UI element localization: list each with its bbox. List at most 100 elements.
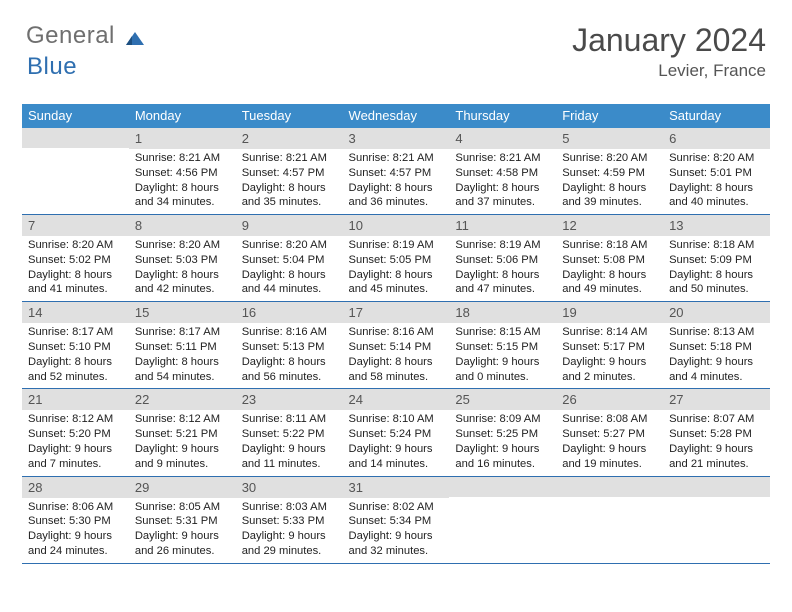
day-number: 22 xyxy=(129,389,236,410)
day-number: 30 xyxy=(236,477,343,498)
day-details: Sunrise: 8:18 AMSunset: 5:09 PMDaylight:… xyxy=(663,236,770,297)
calendar-cell: 30Sunrise: 8:03 AMSunset: 5:33 PMDayligh… xyxy=(236,476,343,563)
daylight-line: Daylight: 9 hours and 29 minutes. xyxy=(242,529,337,559)
daylight-line: Daylight: 8 hours and 54 minutes. xyxy=(135,355,230,385)
day-number xyxy=(556,477,663,497)
day-number: 31 xyxy=(343,477,450,498)
sunrise-line: Sunrise: 8:20 AM xyxy=(669,151,764,166)
day-number: 23 xyxy=(236,389,343,410)
day-details: Sunrise: 8:19 AMSunset: 5:05 PMDaylight:… xyxy=(343,236,450,297)
daylight-line: Daylight: 8 hours and 56 minutes. xyxy=(242,355,337,385)
sunset-line: Sunset: 5:24 PM xyxy=(349,427,444,442)
calendar-cell: 1 Sunrise: 8:21 AMSunset: 4:56 PMDaylight… xyxy=(129,128,236,215)
day-header: Wednesday xyxy=(343,104,450,128)
sunset-line: Sunset: 4:56 PM xyxy=(135,166,230,181)
sunset-line: Sunset: 5:31 PM xyxy=(135,514,230,529)
daylight-line: Daylight: 9 hours and 16 minutes. xyxy=(455,442,550,472)
day-details: Sunrise: 8:21 AMSunset: 4:57 PMDaylight:… xyxy=(236,149,343,210)
sunset-line: Sunset: 5:13 PM xyxy=(242,340,337,355)
calendar-cell: 25Sunrise: 8:09 AMSunset: 5:25 PMDayligh… xyxy=(449,389,556,476)
calendar-cell: 31Sunrise: 8:02 AMSunset: 5:34 PMDayligh… xyxy=(343,476,450,563)
sunset-line: Sunset: 5:18 PM xyxy=(669,340,764,355)
day-number: 10 xyxy=(343,215,450,236)
sunrise-line: Sunrise: 8:14 AM xyxy=(562,325,657,340)
day-number: 5 xyxy=(556,128,663,149)
sunset-line: Sunset: 5:08 PM xyxy=(562,253,657,268)
day-header: Sunday xyxy=(22,104,129,128)
sunrise-line: Sunrise: 8:19 AM xyxy=(455,238,550,253)
day-header: Saturday xyxy=(663,104,770,128)
sunrise-line: Sunrise: 8:20 AM xyxy=(135,238,230,253)
daylight-line: Daylight: 8 hours and 49 minutes. xyxy=(562,268,657,298)
day-details: Sunrise: 8:14 AMSunset: 5:17 PMDaylight:… xyxy=(556,323,663,384)
calendar-grid: SundayMondayTuesdayWednesdayThursdayFrid… xyxy=(22,104,770,564)
sunset-line: Sunset: 5:30 PM xyxy=(28,514,123,529)
day-details: Sunrise: 8:21 AMSunset: 4:57 PMDaylight:… xyxy=(343,149,450,210)
calendar-table: SundayMondayTuesdayWednesdayThursdayFrid… xyxy=(22,104,770,564)
daylight-line: Daylight: 9 hours and 21 minutes. xyxy=(669,442,764,472)
daylight-line: Daylight: 8 hours and 34 minutes. xyxy=(135,181,230,211)
sunset-line: Sunset: 5:34 PM xyxy=(349,514,444,529)
calendar-cell: 5Sunrise: 8:20 AMSunset: 4:59 PMDaylight… xyxy=(556,128,663,215)
sunrise-line: Sunrise: 8:18 AM xyxy=(669,238,764,253)
brand-mark-icon xyxy=(125,25,145,53)
daylight-line: Daylight: 8 hours and 39 minutes. xyxy=(562,181,657,211)
week-row: 28Sunrise: 8:06 AMSunset: 5:30 PMDayligh… xyxy=(22,476,770,563)
sunrise-line: Sunrise: 8:06 AM xyxy=(28,500,123,515)
sunset-line: Sunset: 5:03 PM xyxy=(135,253,230,268)
day-header: Monday xyxy=(129,104,236,128)
day-details: Sunrise: 8:06 AMSunset: 5:30 PMDaylight:… xyxy=(22,498,129,559)
day-number: 20 xyxy=(663,302,770,323)
calendar-cell: 27Sunrise: 8:07 AMSunset: 5:28 PMDayligh… xyxy=(663,389,770,476)
day-number: 9 xyxy=(236,215,343,236)
month-title: January 2024 xyxy=(572,22,766,59)
day-number: 17 xyxy=(343,302,450,323)
calendar-cell: 8Sunrise: 8:20 AMSunset: 5:03 PMDaylight… xyxy=(129,215,236,302)
calendar-cell: 16 Sunrise: 8:16 AMSunset: 5:13 PMDayligh… xyxy=(236,302,343,389)
calendar-cell: 9Sunrise: 8:20 AMSunset: 5:04 PMDaylight… xyxy=(236,215,343,302)
daylight-line: Daylight: 8 hours and 42 minutes. xyxy=(135,268,230,298)
calendar-cell: 12Sunrise: 8:18 AMSunset: 5:08 PMDayligh… xyxy=(556,215,663,302)
sunrise-line: Sunrise: 8:21 AM xyxy=(135,151,230,166)
day-details: Sunrise: 8:13 AMSunset: 5:18 PMDaylight:… xyxy=(663,323,770,384)
sunrise-line: Sunrise: 8:20 AM xyxy=(242,238,337,253)
day-number xyxy=(22,128,129,148)
day-number: 1 xyxy=(129,128,236,149)
daylight-line: Daylight: 9 hours and 7 minutes. xyxy=(28,442,123,472)
daylight-line: Daylight: 8 hours and 44 minutes. xyxy=(242,268,337,298)
day-details: Sunrise: 8:20 AMSunset: 5:04 PMDaylight:… xyxy=(236,236,343,297)
sunset-line: Sunset: 4:58 PM xyxy=(455,166,550,181)
daylight-line: Daylight: 8 hours and 36 minutes. xyxy=(349,181,444,211)
day-details: Sunrise: 8:12 AMSunset: 5:20 PMDaylight:… xyxy=(22,410,129,471)
sunset-line: Sunset: 4:57 PM xyxy=(349,166,444,181)
sunrise-line: Sunrise: 8:03 AM xyxy=(242,500,337,515)
sunrise-line: Sunrise: 8:05 AM xyxy=(135,500,230,515)
calendar-cell: 14Sunrise: 8:17 AMSunset: 5:10 PMDayligh… xyxy=(22,302,129,389)
daylight-line: Daylight: 8 hours and 41 minutes. xyxy=(28,268,123,298)
day-number: 16 xyxy=(236,302,343,323)
daylight-line: Daylight: 9 hours and 24 minutes. xyxy=(28,529,123,559)
sunset-line: Sunset: 5:09 PM xyxy=(669,253,764,268)
sunset-line: Sunset: 5:10 PM xyxy=(28,340,123,355)
brand-text-2: Blue xyxy=(27,53,77,80)
calendar-cell: 6Sunrise: 8:20 AMSunset: 5:01 PMDaylight… xyxy=(663,128,770,215)
sunrise-line: Sunrise: 8:13 AM xyxy=(669,325,764,340)
day-details: Sunrise: 8:17 AMSunset: 5:11 PMDaylight:… xyxy=(129,323,236,384)
calendar-cell: 23Sunrise: 8:11 AMSunset: 5:22 PMDayligh… xyxy=(236,389,343,476)
calendar-cell: 19Sunrise: 8:14 AMSunset: 5:17 PMDayligh… xyxy=(556,302,663,389)
daylight-line: Daylight: 9 hours and 11 minutes. xyxy=(242,442,337,472)
day-number: 4 xyxy=(449,128,556,149)
day-details: Sunrise: 8:09 AMSunset: 5:25 PMDaylight:… xyxy=(449,410,556,471)
calendar-cell: 22Sunrise: 8:12 AMSunset: 5:21 PMDayligh… xyxy=(129,389,236,476)
day-number: 19 xyxy=(556,302,663,323)
sunrise-line: Sunrise: 8:21 AM xyxy=(349,151,444,166)
sunset-line: Sunset: 5:05 PM xyxy=(349,253,444,268)
sunrise-line: Sunrise: 8:21 AM xyxy=(242,151,337,166)
daylight-line: Daylight: 9 hours and 14 minutes. xyxy=(349,442,444,472)
sunrise-line: Sunrise: 8:21 AM xyxy=(455,151,550,166)
sunrise-line: Sunrise: 8:16 AM xyxy=(349,325,444,340)
sunrise-line: Sunrise: 8:16 AM xyxy=(242,325,337,340)
calendar-cell: 4Sunrise: 8:21 AMSunset: 4:58 PMDaylight… xyxy=(449,128,556,215)
sunrise-line: Sunrise: 8:12 AM xyxy=(28,412,123,427)
calendar-cell: 26Sunrise: 8:08 AMSunset: 5:27 PMDayligh… xyxy=(556,389,663,476)
